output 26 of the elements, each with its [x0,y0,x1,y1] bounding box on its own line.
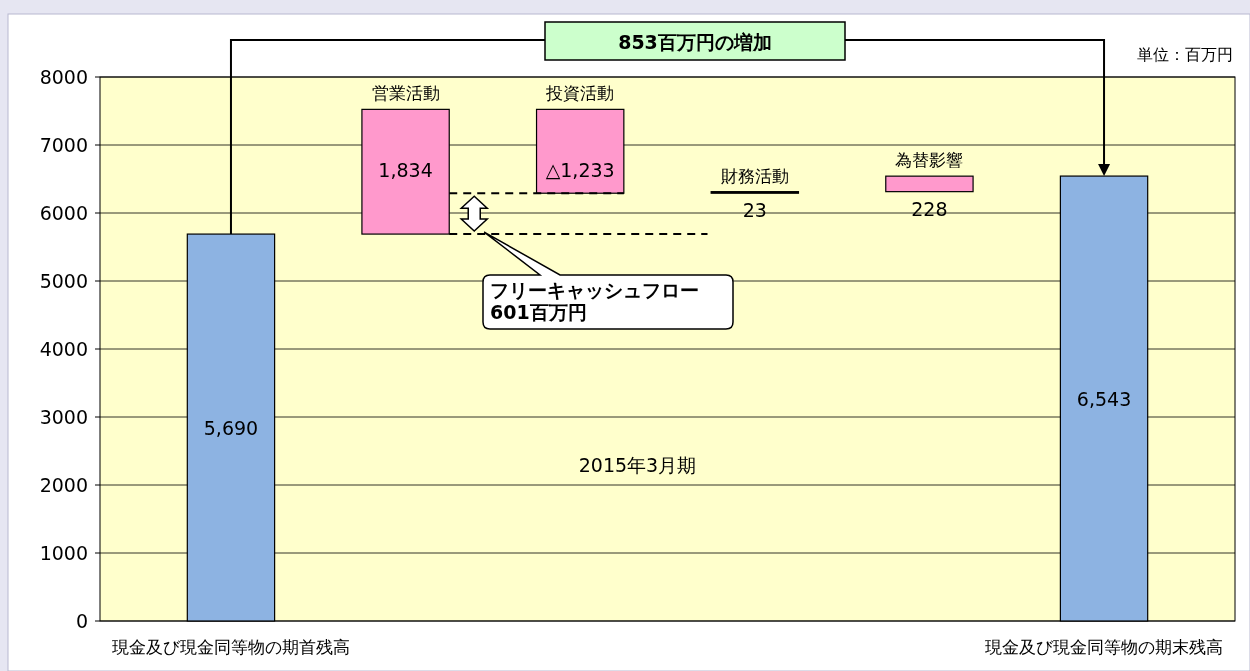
x-tick-label: 為替影響 [895,150,964,171]
text: 853百万円の増加 [618,31,772,53]
y-tick-label: 1000 [39,542,88,564]
x-tick-label: 財務活動 [720,165,789,186]
data-label: 1,834 [378,159,433,182]
y-tick-label: 4000 [39,338,88,360]
text: 単位：百万円 [1137,45,1233,64]
y-tick-label: 8000 [39,66,88,88]
x-tick-label: 投資活動 [545,83,615,104]
data-label: 5,690 [203,416,259,439]
bar [885,175,974,193]
y-tick-label: 7000 [39,134,88,156]
annotation: フリーキャッシュフロー 601百万円 [490,279,699,323]
x-tick-label: 現金及び現金同等物の期末残高 [985,637,1224,657]
y-tick-label: 5000 [39,270,88,292]
data-label: 228 [911,197,948,220]
x-tick-label: 現金及び現金同等物の期首残高 [111,637,350,657]
y-tick-label: 2000 [39,474,88,496]
x-tick-label: 営業活動 [371,83,440,104]
annotation: 2015年3月期 [578,454,697,476]
data-label: 23 [742,199,767,222]
data-label: △1,233 [545,159,615,182]
y-tick-label: 0 [75,610,88,632]
y-tick-label: 6000 [39,202,88,224]
y-tick-label: 3000 [39,406,88,428]
data-label: 6,543 [1076,387,1132,410]
